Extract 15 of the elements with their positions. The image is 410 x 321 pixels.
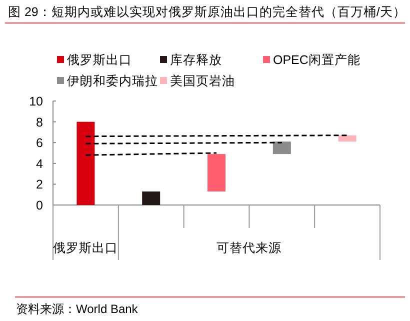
y-tick-label: 2 (36, 178, 44, 192)
y-tick-label: 8 (36, 115, 44, 130)
legend-label: 库存释放 (170, 53, 222, 67)
text: 可替代来源 (216, 241, 282, 255)
y-tick-label: 4 (36, 156, 44, 171)
y-tick-label: 6 (36, 136, 44, 150)
text: 俄罗斯出口 (53, 241, 118, 255)
legend-label: OPEC闲置产能 (273, 53, 360, 67)
legend-label: 俄罗斯出口 (67, 53, 132, 67)
y-tick-label: 10 (29, 94, 44, 108)
legend-label: 美国页岩油 (170, 73, 235, 88)
legend-label: 伊朗和委内瑞拉 (67, 73, 158, 88)
text: 资料来源：World Bank (16, 302, 139, 316)
y-tick-label: 0 (36, 198, 44, 212)
chart-title: 图 29：短期内或难以实现对俄罗斯原油出口的完全替代（百万桶/天） (8, 4, 406, 19)
